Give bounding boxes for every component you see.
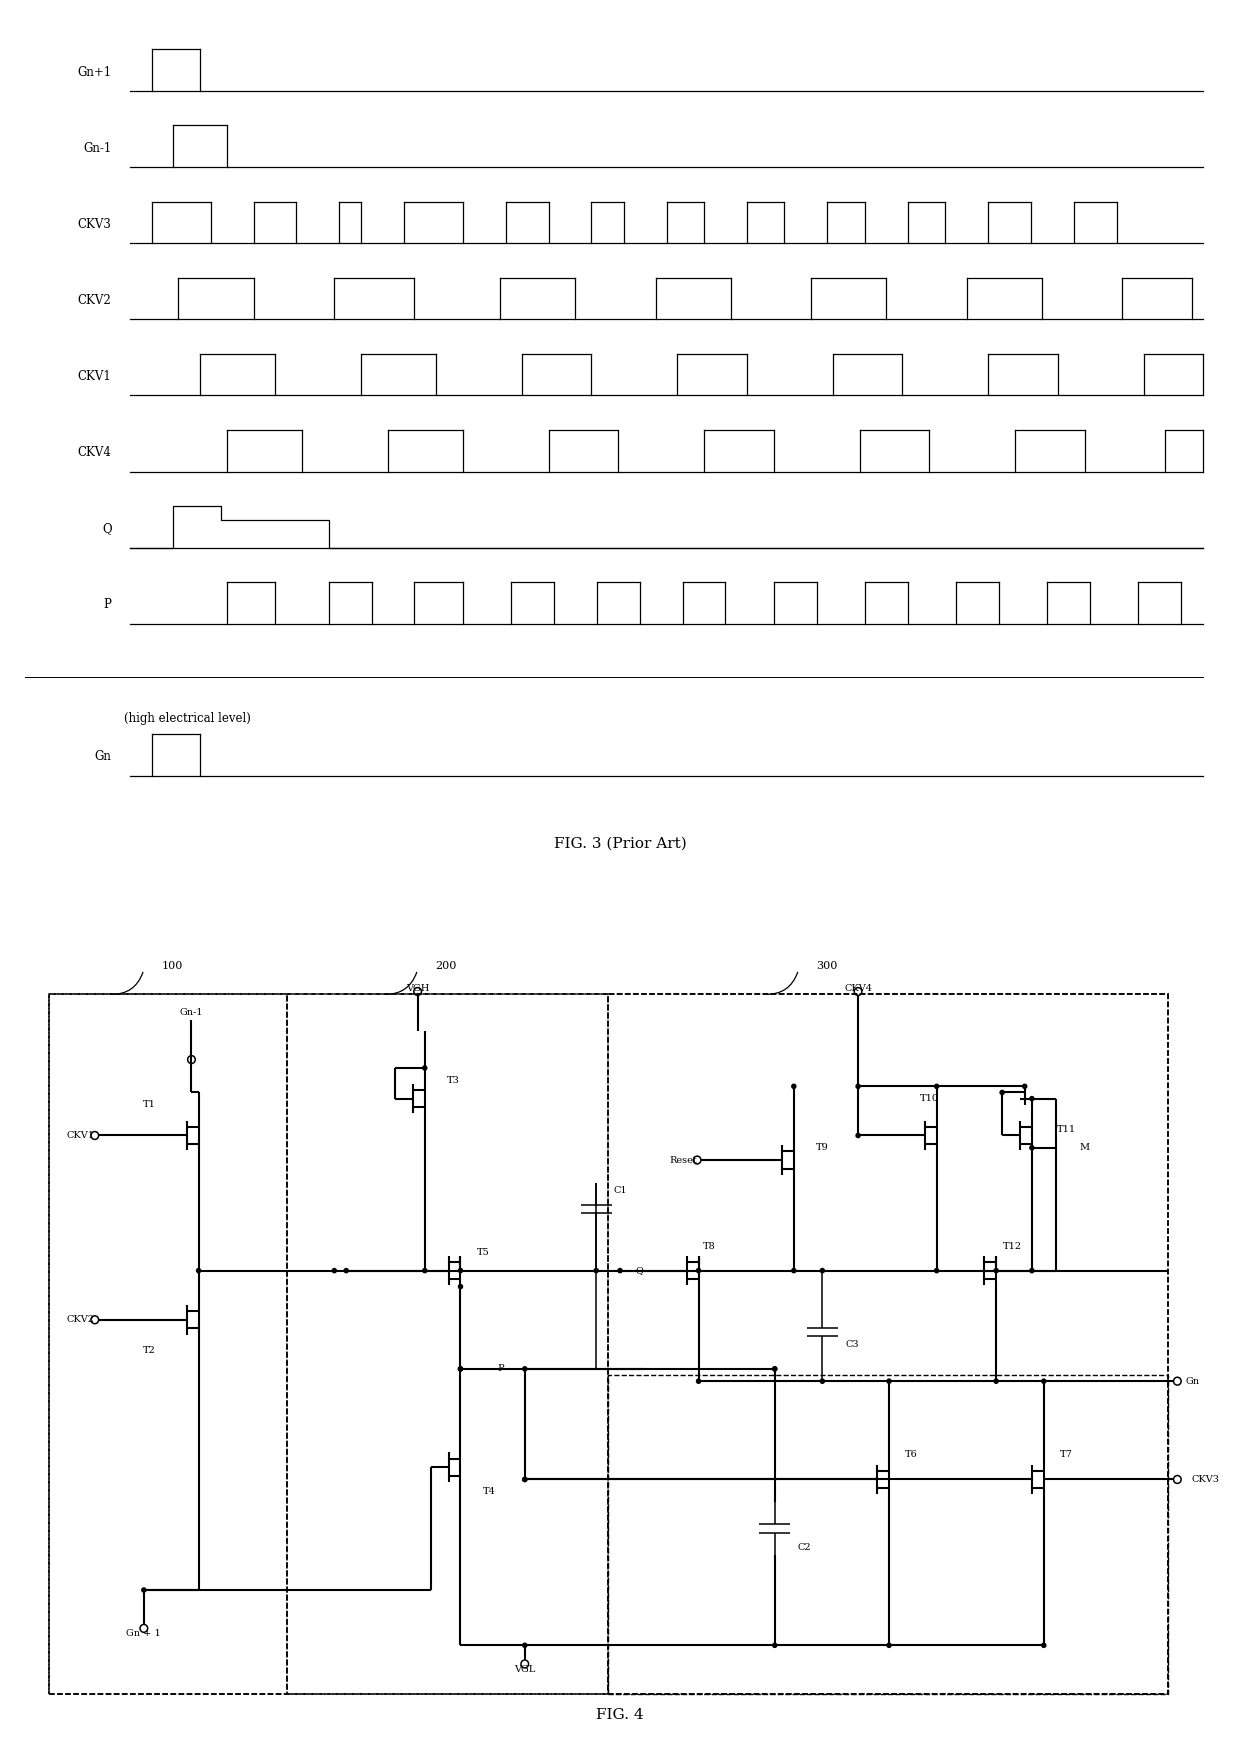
- Circle shape: [459, 1367, 463, 1371]
- Circle shape: [887, 1379, 892, 1383]
- Text: CKV3: CKV3: [1192, 1474, 1219, 1485]
- Circle shape: [887, 1643, 892, 1648]
- Text: Gn: Gn: [94, 751, 112, 763]
- Text: FIG. 3 (Prior Art): FIG. 3 (Prior Art): [553, 837, 687, 851]
- Bar: [608, 1376, 1168, 1695]
- Text: T6: T6: [905, 1450, 918, 1460]
- Circle shape: [1030, 1269, 1034, 1272]
- Circle shape: [1030, 1097, 1034, 1100]
- Text: Q: Q: [102, 523, 112, 535]
- Circle shape: [459, 1285, 463, 1288]
- Text: CKV4: CKV4: [844, 983, 872, 993]
- Circle shape: [1042, 1643, 1045, 1648]
- Text: T3: T3: [446, 1076, 460, 1085]
- Circle shape: [141, 1588, 146, 1592]
- Circle shape: [459, 1367, 463, 1371]
- Circle shape: [773, 1367, 776, 1371]
- Circle shape: [1001, 1090, 1004, 1095]
- Text: Gn + 1: Gn + 1: [126, 1629, 161, 1637]
- Text: T10: T10: [920, 1093, 939, 1104]
- Circle shape: [856, 1085, 861, 1088]
- Circle shape: [523, 1643, 527, 1648]
- Text: T7: T7: [1060, 1450, 1073, 1460]
- Text: M: M: [1079, 1143, 1089, 1153]
- Circle shape: [821, 1269, 825, 1272]
- Text: T1: T1: [144, 1100, 156, 1109]
- Text: CKV4: CKV4: [78, 446, 112, 460]
- Text: C2: C2: [797, 1543, 811, 1551]
- Circle shape: [697, 1379, 701, 1383]
- Bar: [48, 993, 286, 1695]
- Circle shape: [821, 1379, 825, 1383]
- Circle shape: [856, 1134, 861, 1137]
- Circle shape: [1030, 1146, 1034, 1150]
- Text: Gn-1: Gn-1: [180, 1007, 203, 1018]
- Circle shape: [332, 1269, 336, 1272]
- Text: T4: T4: [482, 1486, 496, 1497]
- Circle shape: [994, 1379, 998, 1383]
- Text: Reset: Reset: [670, 1155, 697, 1165]
- Text: CKV1: CKV1: [78, 370, 112, 383]
- Text: Gn: Gn: [1185, 1376, 1199, 1386]
- Circle shape: [618, 1269, 622, 1272]
- Circle shape: [423, 1269, 427, 1272]
- Text: T5: T5: [476, 1248, 490, 1257]
- Text: VGL: VGL: [515, 1665, 536, 1674]
- Circle shape: [197, 1269, 201, 1272]
- Circle shape: [994, 1269, 998, 1272]
- Text: CKV3: CKV3: [78, 218, 112, 232]
- Bar: [48, 993, 1168, 1695]
- Text: C1: C1: [614, 1186, 626, 1195]
- Circle shape: [792, 1085, 796, 1088]
- Text: T2: T2: [144, 1346, 156, 1355]
- Circle shape: [594, 1269, 598, 1272]
- Text: Gn+1: Gn+1: [77, 67, 112, 79]
- Circle shape: [423, 1065, 427, 1071]
- Text: Gn-1: Gn-1: [83, 142, 112, 154]
- Text: CKV1: CKV1: [67, 1130, 94, 1141]
- Text: T11: T11: [1056, 1125, 1076, 1134]
- Circle shape: [697, 1269, 701, 1272]
- Circle shape: [459, 1269, 463, 1272]
- Bar: [608, 993, 1168, 1695]
- Text: CKV2: CKV2: [67, 1314, 94, 1325]
- Text: P: P: [104, 598, 112, 611]
- Circle shape: [773, 1367, 776, 1371]
- Circle shape: [935, 1269, 939, 1272]
- Bar: [286, 993, 608, 1695]
- Circle shape: [1042, 1379, 1045, 1383]
- Text: CKV2: CKV2: [78, 295, 112, 307]
- Text: Q: Q: [636, 1265, 644, 1276]
- Circle shape: [523, 1478, 527, 1481]
- Text: P: P: [497, 1364, 505, 1374]
- Text: T9: T9: [816, 1143, 828, 1153]
- Circle shape: [935, 1085, 939, 1088]
- Circle shape: [1023, 1085, 1027, 1088]
- Text: 300: 300: [816, 962, 838, 971]
- Text: 100: 100: [161, 962, 184, 971]
- Circle shape: [523, 1478, 527, 1481]
- Text: T12: T12: [1003, 1241, 1023, 1251]
- Text: 200: 200: [435, 962, 456, 971]
- Circle shape: [345, 1269, 348, 1272]
- Text: C3: C3: [846, 1339, 859, 1350]
- Circle shape: [523, 1367, 527, 1371]
- Circle shape: [792, 1269, 796, 1272]
- Text: (high electrical level): (high electrical level): [124, 713, 250, 725]
- Text: VGH: VGH: [405, 983, 429, 993]
- Circle shape: [773, 1643, 776, 1648]
- Text: T8: T8: [703, 1241, 715, 1251]
- Text: FIG. 4: FIG. 4: [596, 1708, 644, 1722]
